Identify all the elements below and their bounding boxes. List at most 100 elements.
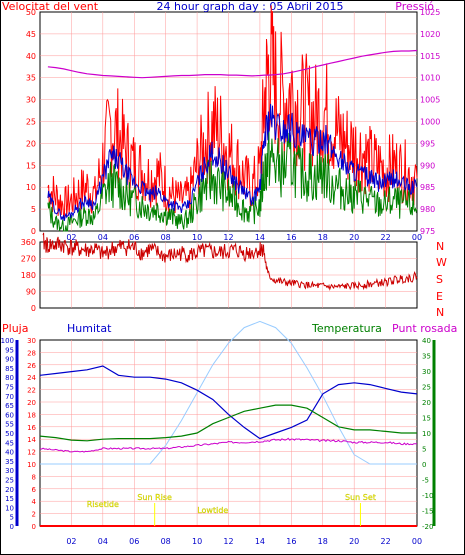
temperature-tick-label: 25: [422, 384, 431, 392]
pressure-label: Pressió: [395, 0, 434, 13]
rain-tick-label: 14: [27, 436, 36, 444]
thermo-time-tick: 20: [349, 537, 359, 546]
wind-tick-label: 5: [31, 205, 36, 214]
wind-tick-label: 25: [26, 118, 36, 127]
rain-tick-label: 10: [27, 461, 36, 469]
pressure-tick-label: 995: [420, 139, 435, 148]
thermo-time-tick: 06: [129, 537, 139, 546]
direction-label-n2: N: [436, 306, 444, 319]
wind-tick-label: 40: [26, 52, 36, 61]
wind-time-tick: 12: [223, 233, 233, 242]
annotation-label: Sun Rise: [137, 493, 172, 502]
rain-tick-label: 16: [27, 424, 36, 432]
thermo-time-tick: 22: [380, 537, 390, 546]
wind-time-tick: 18: [318, 233, 328, 242]
direction-tick-label: 180: [21, 271, 36, 280]
graph-title: 24 hour graph day : 05 Abril 2015: [157, 0, 344, 13]
temperature-tick-label: 5: [422, 446, 426, 454]
direction-label-e: E: [436, 290, 443, 303]
humidity-tick-label: 0: [10, 523, 14, 531]
dewpoint-label: Punt rosada: [392, 322, 457, 335]
wind-tick-label: 15: [26, 161, 36, 170]
temperature-tick-label: 15: [422, 415, 431, 423]
temperature-tick-label: 35: [422, 353, 431, 361]
humidity-tick-label: 40: [5, 449, 14, 457]
rain-label: Pluja: [2, 322, 28, 335]
wind-tick-label: 0: [31, 227, 36, 236]
rain-tick-label: 24: [27, 374, 36, 382]
humidity-label: Humitat: [67, 322, 112, 335]
pressure-line: [47, 49, 418, 79]
rain-tick-label: 26: [27, 362, 36, 370]
wind-tick-label: 20: [26, 139, 36, 148]
pressure-tick-label: 975: [420, 227, 435, 236]
direction-label-w: W: [436, 256, 447, 269]
pressure-tick-label: 985: [420, 183, 435, 192]
annotation-label: Lowtide: [197, 506, 228, 515]
direction-label-n1: N: [436, 240, 444, 253]
thermo-time-tick: 00: [412, 537, 422, 546]
thermo-time-tick: 14: [255, 537, 265, 546]
humidity-tick-label: 10: [5, 504, 14, 512]
pressure-tick-label: 1025: [420, 8, 440, 17]
pressure-tick-label: 1005: [420, 96, 440, 105]
rain-tick-label: 18: [27, 411, 36, 419]
rain-tick-label: 8: [32, 473, 36, 481]
direction-tick-label: 90: [26, 288, 36, 297]
temperature-tick-label: -5: [422, 477, 429, 485]
direction-line: [42, 232, 418, 291]
wind-tick-label: 10: [26, 183, 36, 192]
temperature-tick-label: -15: [422, 508, 433, 516]
wind-time-tick: 10: [192, 233, 202, 242]
direction-tick-label: 270: [21, 255, 36, 264]
humidity-tick-label: 80: [5, 374, 14, 382]
wind-avg-line: [47, 103, 418, 222]
thermo-time-tick: 04: [98, 537, 108, 546]
temperature-tick-label: 0: [422, 461, 426, 469]
thermo-time-tick: 12: [223, 537, 233, 546]
wind-time-tick: 04: [98, 233, 108, 242]
wind-tick-label: 35: [26, 74, 36, 83]
wind-time-tick: 06: [129, 233, 139, 242]
humidity-tick-label: 75: [5, 384, 14, 392]
wind-min-line: [47, 126, 418, 232]
annotation-label: Sun Set: [345, 493, 376, 502]
pressure-tick-label: 1020: [420, 30, 440, 39]
temperature-line: [39, 404, 417, 442]
wind-tick-label: 45: [26, 30, 36, 39]
pressure-tick-label: 1015: [420, 52, 440, 61]
rain-tick-label: 0: [32, 523, 36, 531]
wind-time-tick: 08: [161, 233, 171, 242]
wind-tick-label: 30: [26, 96, 36, 105]
rain-tick-label: 2: [32, 511, 36, 519]
humidity-tick-label: 15: [5, 495, 14, 503]
pressure-tick-label: 1010: [420, 74, 440, 83]
humidity-tick-label: 90: [5, 356, 14, 364]
wind-tick-label: 50: [26, 8, 36, 17]
temperature-tick-label: 30: [422, 368, 431, 376]
thermo-time-tick: 08: [161, 537, 171, 546]
humidity-tick-label: 70: [5, 393, 14, 401]
pressure-tick-label: 1000: [420, 118, 440, 127]
rain-tick-label: 28: [27, 349, 36, 357]
thermo-time-tick: 10: [192, 537, 202, 546]
rain-tick-label: 22: [27, 387, 36, 395]
pressure-tick-label: 990: [420, 161, 435, 170]
humidity-tick-label: 65: [5, 402, 14, 410]
temperature-tick-label: 10: [422, 430, 431, 438]
humidity-tick-label: 50: [5, 430, 14, 438]
solar-line: [40, 320, 417, 465]
humidity-tick-label: 60: [5, 411, 14, 419]
temperature-tick-label: 20: [422, 399, 431, 407]
thermo-time-tick: 16: [286, 537, 296, 546]
humidity-line: [39, 365, 418, 440]
rain-tick-label: 20: [27, 399, 36, 407]
humidity-tick-label: 95: [5, 346, 14, 354]
rain-tick-label: 4: [32, 498, 37, 506]
humidity-tick-label: 85: [5, 365, 14, 373]
thermo-time-tick: 18: [318, 537, 328, 546]
humidity-tick-label: 45: [5, 439, 14, 447]
